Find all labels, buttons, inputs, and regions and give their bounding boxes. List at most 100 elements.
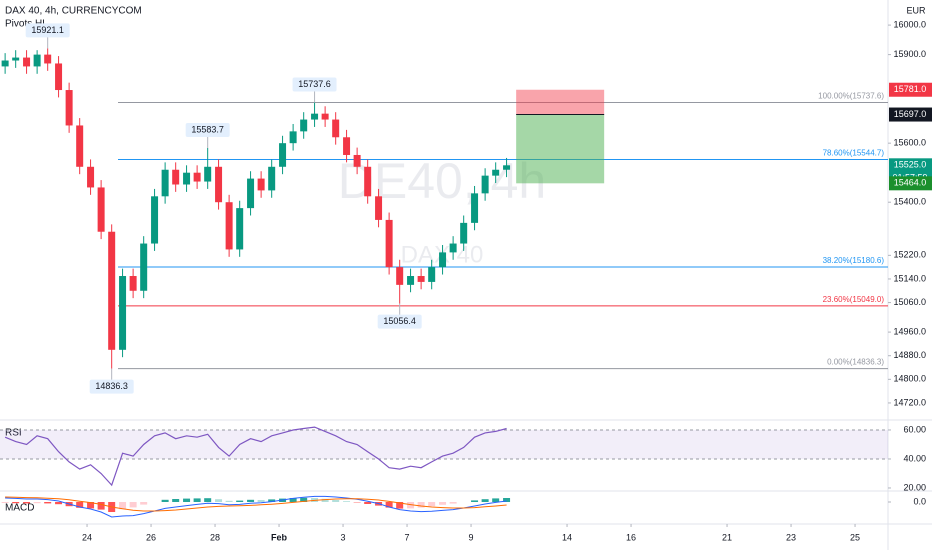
y-tick-label: 15060.0 — [893, 297, 926, 307]
pivot-label: 15737.6 — [298, 79, 331, 89]
macd-histogram-bar — [119, 502, 127, 510]
candle-body — [23, 57, 31, 67]
candle-body — [129, 276, 137, 291]
y-tick-label: 14960.0 — [893, 326, 926, 336]
y-tick-label: 15600.0 — [893, 138, 926, 148]
target-zone — [516, 114, 605, 184]
x-tick-label: 26 — [146, 532, 156, 542]
x-tick-label: 16 — [626, 532, 636, 542]
macd-histogram-bar — [332, 500, 340, 502]
stop-zone — [516, 89, 605, 115]
pivot-label: 14836.3 — [95, 381, 128, 391]
macd-histogram-bar — [471, 500, 479, 502]
macd-label: MACD — [5, 503, 34, 514]
candle-body — [396, 267, 404, 285]
candle-body — [321, 113, 329, 120]
x-tick-label: 3 — [341, 532, 346, 542]
macd-histogram-bar — [23, 502, 31, 504]
macd-histogram-bar — [481, 499, 489, 502]
x-tick-label: 21 — [722, 532, 732, 542]
y-tick-label: 15900.0 — [893, 49, 926, 59]
macd-histogram-bar — [204, 498, 212, 502]
candle-body — [183, 172, 191, 185]
macd-histogram-bar — [385, 502, 393, 508]
x-tick-label: 28 — [210, 532, 220, 542]
macd-histogram-bar — [55, 502, 63, 505]
macd-histogram-bar — [492, 498, 500, 502]
price-label: 15781.0 — [894, 84, 927, 94]
y-tick-label: 15400.0 — [893, 197, 926, 207]
candle-body — [247, 178, 255, 209]
x-tick-label: 9 — [469, 532, 474, 542]
y-tick-label: 15140.0 — [893, 273, 926, 283]
macd-histogram-bar — [87, 502, 95, 509]
pivot-box — [185, 122, 230, 137]
candle-body — [55, 63, 63, 91]
macd-histogram-bar — [396, 502, 404, 509]
macd-histogram-bar — [417, 502, 425, 508]
candle-body — [481, 175, 489, 194]
fib-label: 100.00%(15737.6) — [818, 92, 884, 101]
price-label-box — [889, 107, 932, 122]
macd-histogram-bar — [140, 502, 148, 505]
macd-histogram-bar — [343, 501, 351, 502]
x-tick-label: 25 — [850, 532, 860, 542]
macd-histogram-bar — [247, 499, 255, 502]
candle-body — [161, 169, 169, 197]
macd-histogram-bar — [503, 498, 511, 502]
x-tick-label: Feb — [271, 532, 288, 542]
candle-body — [236, 208, 244, 250]
macd-histogram-bar — [364, 502, 372, 504]
fib-label: 78.60%(15544.7) — [823, 149, 885, 158]
candle-body — [300, 119, 308, 132]
candle-body — [428, 267, 436, 282]
macd-histogram-bar — [257, 500, 265, 502]
price-label-box — [889, 176, 932, 191]
watermark: DE40, 4h — [338, 153, 546, 209]
currency: EUR — [906, 5, 926, 15]
candle-body — [87, 166, 95, 188]
candle-body — [65, 90, 73, 126]
macd-histogram-bar — [76, 502, 84, 508]
candle-body — [215, 166, 223, 203]
candle-body — [471, 193, 479, 223]
pivot-box — [377, 314, 422, 329]
fib-label: 0.00%(14836.3) — [827, 358, 884, 367]
y-tick-label: 60.00 — [903, 424, 926, 434]
macd-histogram-bar — [439, 502, 447, 505]
candle-body — [108, 231, 116, 350]
candle-body — [407, 276, 415, 285]
candle-body — [503, 165, 511, 170]
candle-body — [193, 172, 201, 182]
candle-body — [225, 202, 233, 250]
x-tick-label: 24 — [82, 532, 92, 542]
macd-histogram-bar — [33, 502, 41, 504]
chart-title: DAX 40, 4h, CURRENCYCOM — [5, 6, 142, 17]
candle-body — [33, 54, 41, 67]
candle-body — [332, 119, 340, 138]
candle-body — [257, 178, 265, 191]
x-tick-label: 7 — [405, 532, 410, 542]
y-tick-label: 14800.0 — [893, 374, 926, 384]
pivot-box — [89, 379, 134, 394]
candle-body — [268, 166, 276, 191]
fib-label: 23.60%(15049.0) — [823, 295, 885, 304]
candle-body — [97, 187, 105, 232]
macd-histogram-bar — [183, 498, 191, 502]
candle-body — [1, 60, 9, 67]
candle-body — [375, 196, 383, 220]
candle-body — [151, 196, 159, 244]
pivot-label: 15921.1 — [31, 25, 64, 35]
candle-body — [76, 125, 84, 167]
candle-body — [289, 131, 297, 144]
macd-histogram-bar — [407, 502, 415, 509]
y-tick-label: 16000.0 — [893, 19, 926, 29]
candle-body — [311, 113, 319, 120]
macd-histogram-bar — [44, 502, 52, 504]
macd-histogram-bar — [289, 498, 297, 502]
candle-body — [343, 137, 351, 155]
candle-body — [279, 143, 287, 167]
